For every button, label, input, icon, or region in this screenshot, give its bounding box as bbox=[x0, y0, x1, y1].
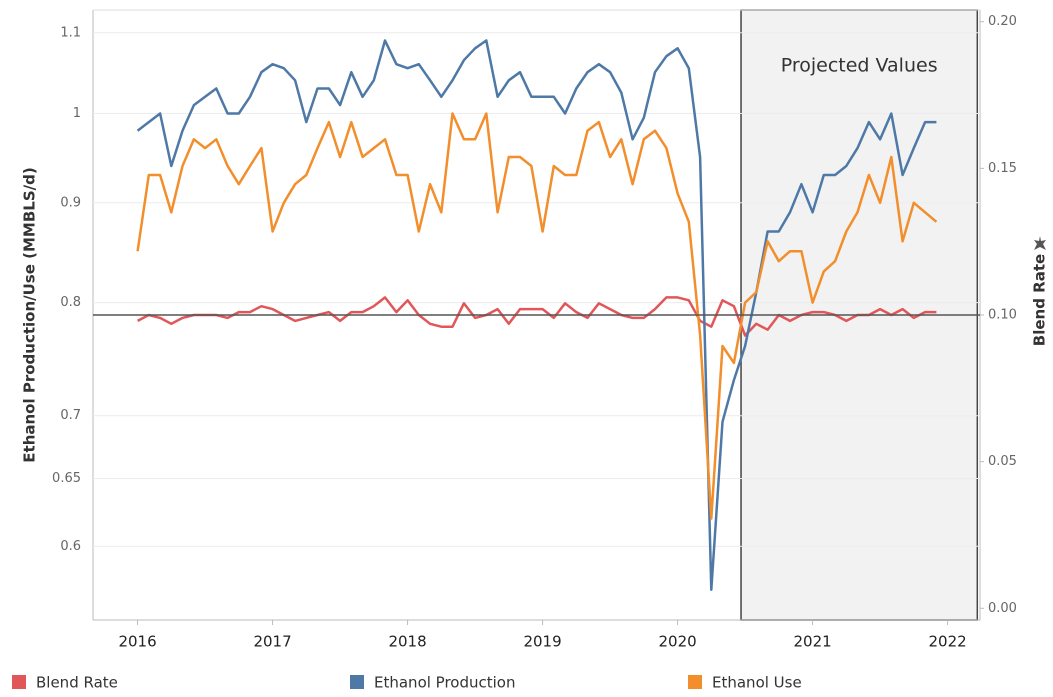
y2-tick-label: 0.10 bbox=[988, 308, 1017, 323]
y-tick-label: 0.65 bbox=[52, 471, 81, 486]
legend-label: Ethanol Production bbox=[374, 674, 515, 692]
x-tick-label: 2018 bbox=[388, 633, 426, 651]
y-tick-label: 0.9 bbox=[60, 195, 81, 210]
y-tick-label: 0.6 bbox=[60, 539, 81, 554]
x-tick-label: 2021 bbox=[793, 633, 831, 651]
legend-swatch bbox=[688, 675, 702, 689]
y-tick-label: 0.8 bbox=[60, 295, 81, 310]
y-tick-label: 1 bbox=[73, 106, 81, 121]
series-line bbox=[136, 39, 937, 591]
x-tick-label: 2022 bbox=[929, 633, 967, 651]
y2-tick-label: 0.15 bbox=[988, 161, 1017, 176]
y2-tick-label: 0.20 bbox=[988, 14, 1017, 29]
pin-icon bbox=[1034, 236, 1046, 250]
y-tick-label: 1.1 bbox=[60, 25, 81, 40]
legend-label: Ethanol Use bbox=[712, 674, 802, 692]
x-tick-label: 2017 bbox=[253, 633, 291, 651]
legend-swatch bbox=[350, 675, 364, 689]
legend-swatch bbox=[12, 675, 26, 689]
y2-tick-label: 0.05 bbox=[988, 454, 1017, 469]
y-axis-label: Ethanol Production/Use (MMBLS/d) bbox=[21, 167, 39, 462]
legend-label: Blend Rate bbox=[36, 674, 118, 692]
y2-tick-label: 0.00 bbox=[988, 601, 1017, 616]
x-tick-label: 2020 bbox=[658, 633, 696, 651]
series-line bbox=[136, 112, 938, 520]
x-tick-label: 2019 bbox=[523, 633, 561, 651]
projected-label: Projected Values bbox=[781, 55, 938, 77]
y2-axis-label: Blend Rate bbox=[1031, 254, 1049, 346]
y-tick-label: 0.7 bbox=[60, 408, 81, 423]
x-tick-label: 2016 bbox=[118, 633, 156, 651]
